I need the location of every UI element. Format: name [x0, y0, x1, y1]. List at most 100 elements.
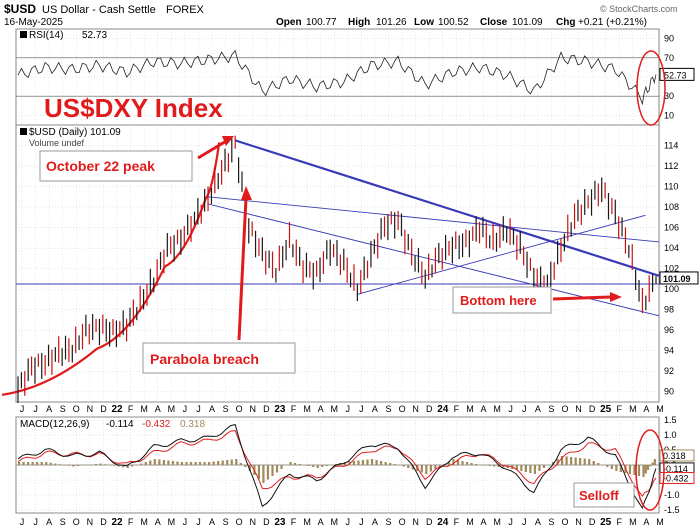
- trendline: [357, 214, 646, 295]
- price-tick-label: 104: [664, 243, 679, 253]
- macd-histogram-bar: [565, 456, 568, 465]
- macd-histogram-bar: [257, 465, 261, 479]
- macd-histogram-bar: [303, 465, 306, 466]
- selloff-callout-text: Selloff: [579, 488, 619, 503]
- peak-arrowhead: [222, 136, 234, 146]
- price-legend-swatch: [20, 128, 27, 135]
- macd-histogram-bar: [628, 465, 632, 474]
- x-tick-label: O: [73, 517, 80, 527]
- macd-histogram-bar: [574, 457, 577, 465]
- macd-histogram-bar: [619, 465, 623, 472]
- macd-histogram-bar: [606, 465, 609, 467]
- macd-tick-label: 1.0: [664, 430, 677, 440]
- macd-histogram-bar: [316, 465, 319, 468]
- macd-histogram-bar: [103, 464, 107, 465]
- x-tick-label: S: [60, 517, 66, 527]
- price-tick-label: 114: [664, 141, 678, 151]
- macd-histogram-bar: [266, 465, 270, 480]
- x-tick-label: J: [196, 404, 201, 414]
- rsi-tick-label: 30: [664, 91, 674, 101]
- macd-histogram-bar: [556, 459, 559, 465]
- big-title: US$DXY Index: [44, 93, 223, 123]
- price-legend: $USD (Daily) 101.09 Volume undef: [20, 127, 121, 148]
- macd-histogram-bar: [131, 465, 134, 467]
- close-value: 101.09: [512, 17, 543, 28]
- macd-histogram-bar: [140, 463, 143, 465]
- price-panel: [15, 124, 660, 403]
- low-label: Low: [414, 17, 434, 28]
- x-tick-label: D: [426, 517, 433, 527]
- rsi-value-badge: [659, 67, 695, 81]
- parabola-callout: [142, 342, 296, 374]
- macd-histogram-bar: [330, 465, 333, 466]
- x-tick-label: N: [250, 517, 257, 527]
- x-tick-label: N: [412, 404, 419, 414]
- price-legend-text: $USD (Daily) 101.09: [29, 127, 121, 138]
- macd-circle: [635, 429, 665, 511]
- macd-histogram-bar: [162, 460, 165, 465]
- x-tick-label: 22: [111, 404, 123, 415]
- macd-histogram-bar: [425, 465, 428, 474]
- x-tick-label: D: [263, 404, 270, 414]
- macd-histogram-bar: [352, 461, 356, 465]
- peak-arrow: [197, 138, 229, 160]
- x-tick-label: M: [330, 517, 338, 527]
- macd-histogram-bar: [194, 462, 197, 465]
- macd-histogram-bar: [633, 465, 636, 475]
- macd-series: [17, 424, 657, 510]
- macd-histogram-bar: [592, 461, 595, 465]
- rsi-tick-label: 90: [664, 34, 674, 44]
- x-tick-label: D: [263, 517, 270, 527]
- x-tick-label: J: [508, 404, 513, 414]
- x-tick-label: A: [46, 404, 52, 414]
- macd-histogram-bar: [493, 465, 496, 467]
- x-tick-label: D: [100, 517, 107, 527]
- chg-label: Chg: [556, 17, 575, 28]
- rsi-tick-label: 10: [664, 110, 674, 120]
- macd-histogram-bar: [185, 462, 188, 465]
- macd-value-badge-text: -0.114: [663, 464, 688, 474]
- macd-histogram-bar: [461, 461, 464, 465]
- macd-histogram-bar: [217, 461, 220, 465]
- rsi-legend: RSI(14) 52.73: [20, 30, 107, 41]
- x-tick-label: J: [508, 517, 513, 527]
- rsi-series: [17, 49, 657, 106]
- macd-histogram-bar: [298, 464, 301, 465]
- x-tick-label: N: [575, 404, 582, 414]
- macd-histogram-bar: [203, 462, 206, 465]
- macd-histogram-bar: [40, 462, 43, 465]
- macd-histogram-bar: [76, 465, 80, 466]
- x-tick-label: J: [183, 404, 188, 414]
- macd-tick-label: -1.5: [664, 505, 680, 515]
- macd-histogram-bar: [615, 465, 618, 471]
- macd-histogram-bar: [357, 460, 360, 465]
- macd-histogram-bar: [208, 462, 211, 465]
- macd-histogram-bar: [533, 465, 537, 474]
- macd-histogram-bar: [321, 465, 324, 467]
- x-tick-label: M: [330, 404, 338, 414]
- x-tick-label: O: [399, 517, 406, 527]
- macd-histogram-bar: [547, 465, 550, 466]
- macd-histogram-bar: [560, 456, 564, 465]
- x-tick-label: O: [236, 517, 243, 527]
- macd-histogram-bar: [230, 459, 233, 465]
- parabola-arrow: [237, 197, 248, 341]
- macd-histogram-bar: [58, 464, 61, 465]
- macd-histogram-bar: [651, 462, 654, 465]
- x-tick-label: A: [481, 517, 487, 527]
- macd-histogram-bar: [117, 465, 120, 467]
- x-tick-label: M: [466, 517, 474, 527]
- price-tick-label: 106: [664, 223, 679, 233]
- macd-histogram-bar: [135, 465, 138, 466]
- peak-callout: [39, 150, 193, 182]
- x-tick-label: M: [140, 404, 148, 414]
- x-tick-label: S: [223, 404, 229, 414]
- macd-histogram-bar: [72, 465, 75, 467]
- x-tick-label: 25: [600, 404, 612, 415]
- macd-histogram-bar: [94, 464, 98, 465]
- macd-histogram-bar: [434, 465, 437, 469]
- x-tick-label: M: [656, 517, 664, 527]
- macd-histogram-bar: [465, 462, 469, 465]
- macd-histogram-bar: [484, 465, 487, 466]
- bottom-callout: [452, 286, 552, 314]
